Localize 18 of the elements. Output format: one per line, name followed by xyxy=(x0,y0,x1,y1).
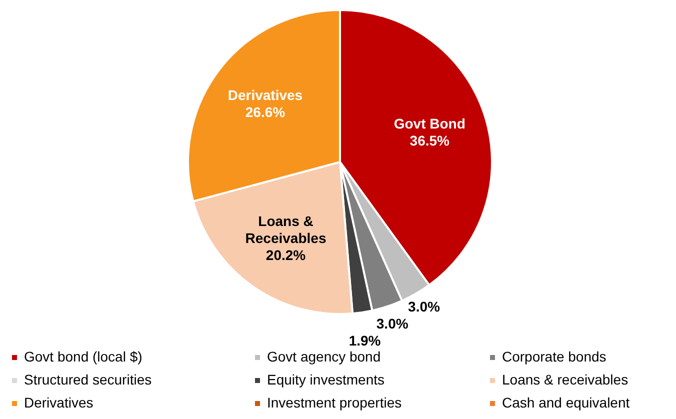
legend-label: Govt agency bond xyxy=(267,348,381,365)
legend-label: Cash and equivalent xyxy=(502,394,630,411)
legend-label: Structured securities xyxy=(24,372,152,388)
text: Loans & Receivables xyxy=(245,212,326,246)
data-label: 36.5% xyxy=(410,132,450,148)
legend-label: Equity investments xyxy=(267,372,384,388)
data-label: 3.0% xyxy=(376,315,409,332)
legend-label: Corporate bonds xyxy=(502,348,606,365)
data-label: 20.2% xyxy=(266,246,306,263)
slice-label: Derivatives xyxy=(228,86,303,103)
legend-label: Investment properties xyxy=(267,394,402,411)
legend-label: Govt bond (local $) xyxy=(24,348,142,365)
data-label: 26.6% xyxy=(245,104,286,120)
data-label: 1.9% xyxy=(348,332,382,348)
text: Govt Bond xyxy=(394,115,466,132)
data-label: 3.0% xyxy=(408,298,440,314)
legend-label: Loans & receivables xyxy=(502,372,628,388)
legend-label: Derivatives xyxy=(24,394,94,411)
